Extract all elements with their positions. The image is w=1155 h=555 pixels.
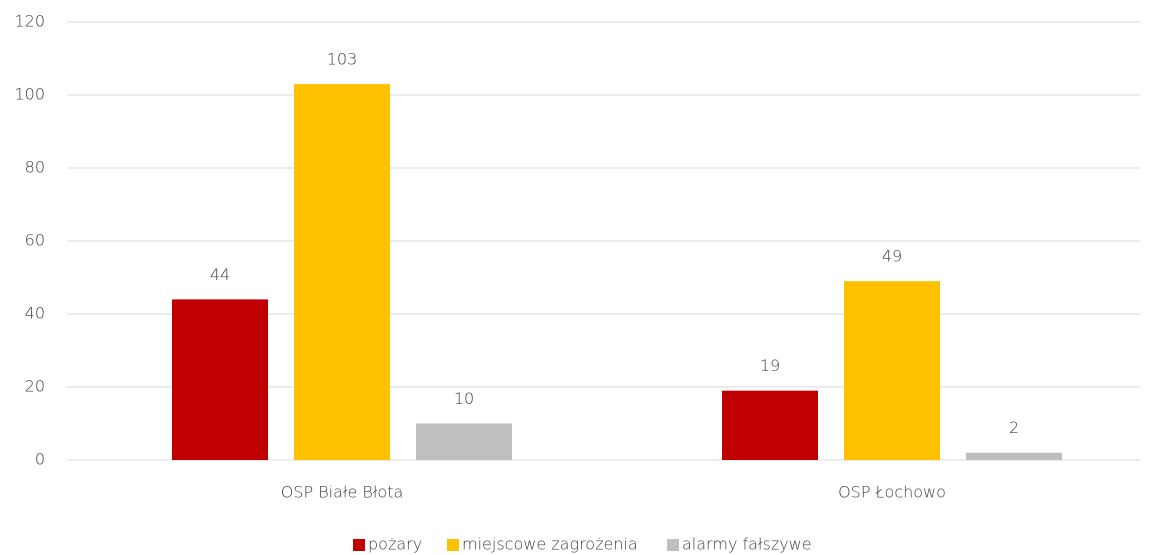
legend-swatch bbox=[447, 539, 459, 551]
x-tick-label: OSP Łochowo bbox=[838, 483, 946, 502]
y-tick-label: 100 bbox=[14, 85, 45, 104]
y-tick-label: 80 bbox=[25, 158, 45, 177]
data-label: 44 bbox=[210, 265, 230, 284]
y-tick-label: 20 bbox=[25, 377, 45, 396]
bar bbox=[722, 390, 818, 460]
legend-label: pożary bbox=[368, 535, 422, 554]
data-label: 10 bbox=[454, 389, 474, 408]
y-tick-label: 120 bbox=[14, 12, 45, 31]
bar bbox=[844, 281, 940, 460]
y-tick-label: 40 bbox=[25, 304, 45, 323]
legend-label: miejscowe zagrożenia bbox=[462, 535, 638, 554]
y-tick-label: 60 bbox=[25, 231, 45, 250]
y-tick-label: 0 bbox=[35, 450, 45, 469]
data-label: 19 bbox=[760, 356, 780, 375]
bar bbox=[966, 452, 1062, 460]
bar bbox=[294, 84, 390, 461]
bar bbox=[172, 299, 268, 460]
legend-label: alarmy fałszywe bbox=[682, 535, 812, 554]
legend-swatch bbox=[667, 539, 679, 551]
data-label: 49 bbox=[882, 247, 902, 266]
data-label: 2 bbox=[1009, 418, 1019, 437]
legend-swatch bbox=[353, 539, 365, 551]
data-label: 103 bbox=[327, 50, 358, 69]
x-tick-label: OSP Białe Błota bbox=[281, 483, 404, 502]
bar bbox=[416, 423, 512, 460]
